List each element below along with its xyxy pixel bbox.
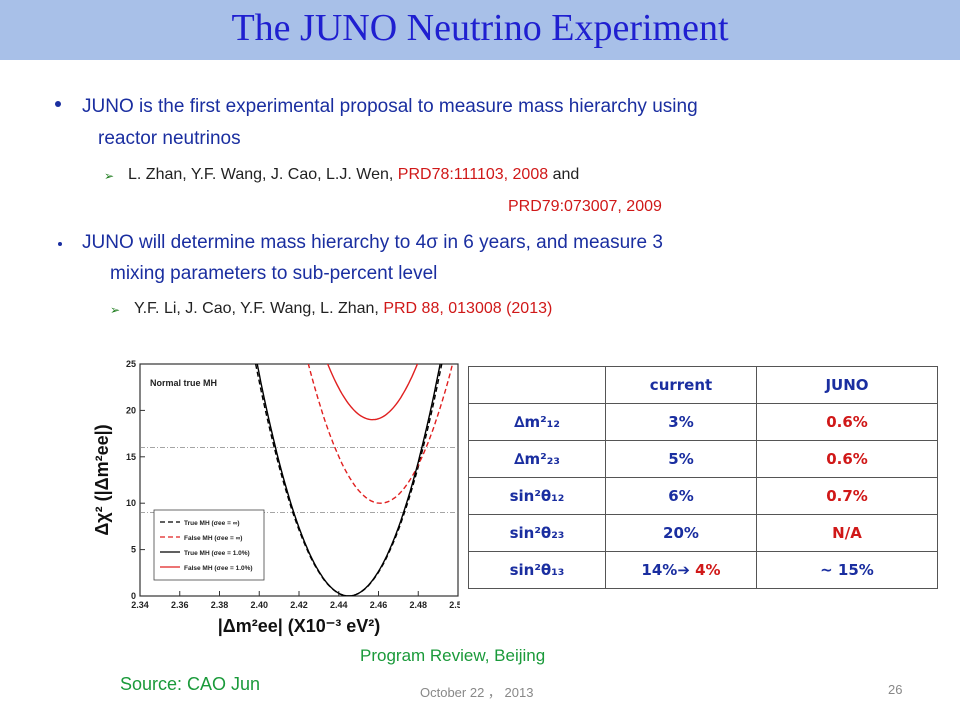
- legend-label: True MH (σee = 1.0%): [184, 550, 250, 557]
- bullet1-line1: JUNO is the first experimental proposal …: [82, 96, 698, 117]
- current-cell: 6%: [605, 477, 757, 515]
- header-cell-juno: JUNO: [756, 366, 938, 404]
- x-tick-label: 2.38: [211, 600, 229, 610]
- x-tick-label: 2.42: [290, 600, 308, 610]
- param-cell: ∆m²₁₂: [468, 403, 606, 441]
- x-tick-label: 2.48: [409, 600, 427, 610]
- ref1-line: L. Zhan, Y.F. Wang, J. Cao, L.J. Wen, PR…: [128, 166, 579, 184]
- x-tick-label: 2.50: [449, 600, 460, 610]
- bullet1-line2: reactor neutrinos: [98, 128, 241, 149]
- target-value: 4%: [695, 561, 721, 579]
- juno-cell: 0.6%: [756, 403, 938, 441]
- header-cell-blank: [468, 366, 606, 404]
- y-tick-label: 20: [126, 405, 136, 415]
- param-cell: sin²θ₁₂: [468, 477, 606, 515]
- precision-table: current JUNO ∆m²₁₂ 3% 0.6% ∆m²₂₃ 5% 0.6%…: [468, 366, 938, 589]
- current-cell: 20%: [605, 514, 757, 552]
- current-value: 14%: [641, 561, 678, 579]
- ref1-authors: L. Zhan, Y.F. Wang, J. Cao, L.J. Wen,: [128, 166, 394, 183]
- arrow-bullet-icon: ➢: [104, 169, 115, 183]
- slide-title: The JUNO Neutrino Experiment: [231, 7, 729, 49]
- legend-label: False MH (σee = 1.0%): [184, 565, 253, 572]
- bullet-dot: [58, 242, 62, 246]
- series-line: [307, 364, 454, 504]
- plot-svg: 2.34 2.36 2.38 2.40 2.42 2.44 2.46 2.48 2.50 0 5 10…: [92, 359, 460, 636]
- current-cell: 5%: [605, 440, 757, 478]
- ref3-authors: Y.F. Li, J. Cao, Y.F. Wang, L. Zhan,: [134, 300, 379, 317]
- ref1-citation: PRD78:111103, 2008: [397, 166, 549, 183]
- table-header-row: current JUNO: [468, 366, 938, 404]
- page-number: 26: [888, 682, 903, 697]
- series-line: [256, 364, 441, 596]
- ref3-citation: PRD 88, 013008 (2013): [383, 300, 553, 317]
- juno-cell: 0.7%: [756, 477, 938, 515]
- param-cell: sin²θ₂₃: [468, 514, 606, 552]
- x-tick-label: 2.34: [131, 600, 149, 610]
- legend-label: False MH (σee = ∞): [184, 535, 242, 542]
- y-tick-label: 15: [126, 452, 136, 462]
- delta-chi2-plot: 2.34 2.36 2.38 2.40 2.42 2.44 2.46 2.48 2.50 0 5 10…: [88, 352, 460, 642]
- table-row: sin²θ₂₃ 20% N/A: [468, 514, 938, 552]
- bullet2-line1: JUNO will determine mass hierarchy to 4σ…: [82, 232, 663, 253]
- series-line: [254, 364, 443, 596]
- right-arrow-icon: ➔: [677, 561, 690, 579]
- ref2-citation: PRD79:073007, 2009: [508, 198, 662, 215]
- date-label: October 22 ， 2013: [420, 685, 534, 700]
- ref1-and: and: [552, 166, 580, 183]
- legend-label: True MH (σee = ∞): [184, 520, 240, 527]
- header-cell-current: current: [605, 366, 757, 404]
- table-row: sin²θ₁₂ 6% 0.7%: [468, 477, 938, 515]
- plot-annotation: Normal true MH: [150, 378, 217, 388]
- y-tick-label: 5: [131, 545, 136, 555]
- param-cell: ∆m²₂₃: [468, 440, 606, 478]
- table-row: ∆m²₁₂ 3% 0.6%: [468, 403, 938, 441]
- table-row: ∆m²₂₃ 5% 0.6%: [468, 440, 938, 478]
- table-row: sin²θ₁₃ 14%➔ 4% ~ 15%: [468, 551, 938, 589]
- y-tick-label: 0: [131, 591, 136, 601]
- bullet-dot: [55, 101, 61, 107]
- y-axis-label: Δχ² (|Δm²ee|): [92, 424, 112, 535]
- arrow-bullet-icon: ➢: [110, 303, 121, 317]
- bullet2-line2: mixing parameters to sub-percent level: [110, 263, 438, 284]
- juno-cell: N/A: [756, 514, 938, 552]
- y-tick-label: 25: [126, 359, 136, 369]
- y-tick-label: 10: [126, 498, 136, 508]
- ref3-line: Y.F. Li, J. Cao, Y.F. Wang, L. Zhan, PRD…: [134, 300, 552, 318]
- program-review-label: Program Review, Beijing: [360, 646, 546, 665]
- current-cell: 14%➔ 4%: [605, 551, 757, 589]
- source-label: Source: CAO Jun: [120, 674, 261, 694]
- x-tick-label: 2.36: [171, 600, 189, 610]
- juno-cell: 0.6%: [756, 440, 938, 478]
- series-line: [326, 364, 419, 421]
- title-bar: [0, 0, 960, 60]
- x-tick-label: 2.40: [250, 600, 268, 610]
- juno-cell: ~ 15%: [756, 551, 938, 589]
- x-axis-label: |Δm²ee| (X10⁻³ eV²): [218, 616, 381, 636]
- current-cell: 3%: [605, 403, 757, 441]
- x-tick-label: 2.46: [370, 600, 388, 610]
- x-tick-label: 2.44: [330, 600, 348, 610]
- param-cell: sin²θ₁₃: [468, 551, 606, 589]
